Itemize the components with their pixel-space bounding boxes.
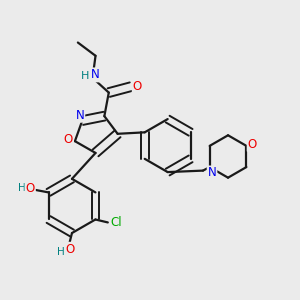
- Text: O: O: [133, 80, 142, 93]
- Text: O: O: [64, 133, 73, 146]
- Text: O: O: [65, 243, 74, 256]
- Text: N: N: [208, 167, 216, 179]
- Text: H: H: [57, 247, 65, 257]
- Text: H: H: [18, 183, 26, 193]
- Text: N: N: [91, 68, 99, 81]
- Text: H: H: [81, 71, 89, 81]
- Text: N: N: [76, 109, 84, 122]
- Text: O: O: [248, 138, 257, 151]
- Text: O: O: [26, 182, 35, 195]
- Text: Cl: Cl: [110, 216, 122, 229]
